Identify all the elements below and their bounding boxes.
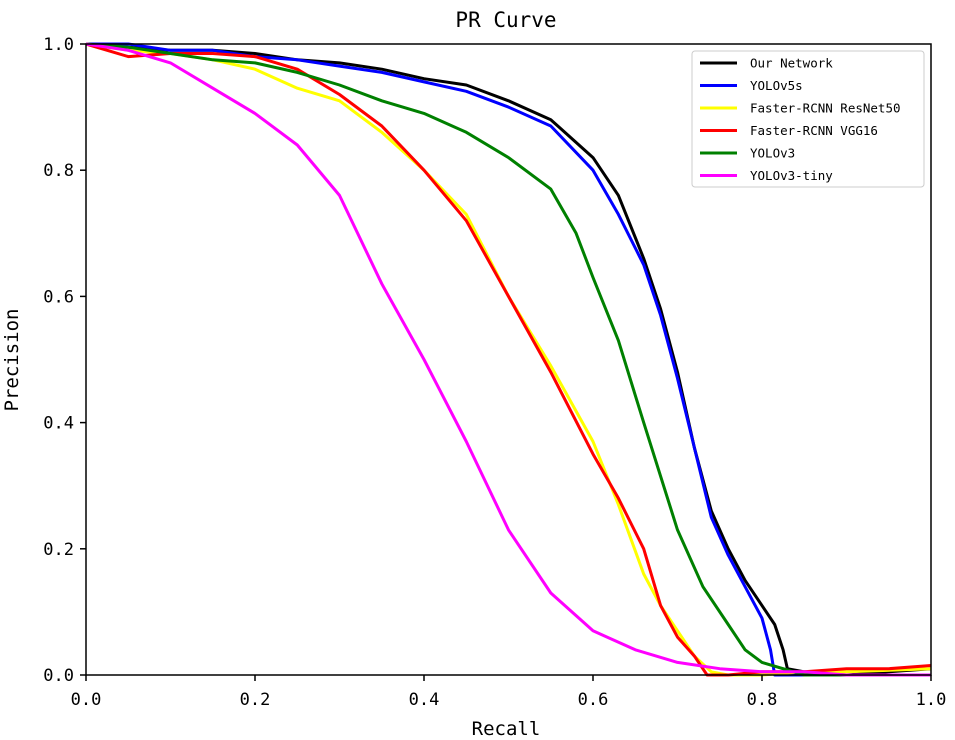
x-tick-label: 1.0 — [916, 690, 947, 710]
plot-frame — [85, 43, 932, 676]
y-axis-label: Precision — [1, 309, 23, 412]
x-tick-label: 0.8 — [747, 690, 778, 710]
x-axis-ticks: 0.0 0.2 0.4 0.6 0.8 1.0 — [71, 675, 947, 710]
x-tick-label: 0.0 — [71, 690, 102, 710]
series-lines — [85, 42, 932, 677]
y-tick-label: 0.2 — [43, 540, 74, 560]
legend-label: YOLOv3-tiny — [750, 168, 833, 183]
legend-label: YOLOv3 — [750, 146, 795, 161]
series-line-1 — [86, 42, 931, 677]
y-tick-label: 0.6 — [43, 287, 74, 307]
y-tick-label: 1.0 — [43, 35, 74, 55]
legend-box — [691, 50, 925, 188]
series-line-4 — [85, 42, 931, 677]
x-tick-label: 0.2 — [240, 690, 271, 710]
legend-label: YOLOv5s — [750, 78, 803, 93]
legend-label: Faster-RCNN ResNet50 — [750, 101, 901, 116]
series-line-5 — [85, 42, 931, 677]
x-tick-label: 0.4 — [409, 690, 440, 710]
legend: Our Network YOLOv5s Faster-RCNN ResNet50 Fa… — [691, 50, 925, 188]
x-tick-label: 0.6 — [578, 690, 609, 710]
y-tick-label: 0.8 — [43, 161, 74, 181]
legend-label: Faster-RCNN VGG16 — [750, 123, 878, 138]
y-tick-label: 0.0 — [43, 666, 74, 686]
chart-title: PR Curve — [455, 8, 556, 32]
y-axis-ticks: 0.0 0.2 0.4 0.6 0.8 1.0 — [43, 35, 86, 686]
y-tick-label: 0.4 — [43, 414, 74, 434]
legend-label: Our Network — [750, 56, 833, 71]
x-axis-label: Recall — [472, 718, 541, 740]
